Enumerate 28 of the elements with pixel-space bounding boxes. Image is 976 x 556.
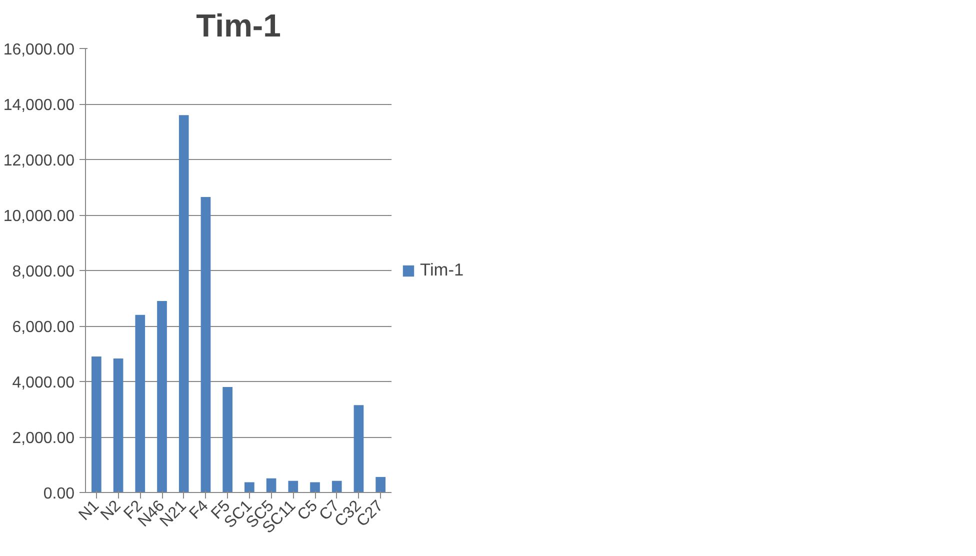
- bar: [222, 387, 232, 492]
- y-tick-label: 6,000.00: [12, 319, 75, 336]
- bar: [288, 480, 298, 492]
- x-tick-label: N2: [98, 497, 124, 524]
- bar: [354, 405, 364, 492]
- x-tick-label: C5: [294, 497, 322, 524]
- bar: [200, 196, 211, 492]
- chart-title: Tim-1: [196, 8, 281, 44]
- bar: [92, 356, 102, 492]
- bar: [266, 478, 276, 492]
- y-tick-label: 10,000.00: [3, 208, 75, 225]
- bar: [332, 480, 342, 492]
- bar: [244, 482, 254, 492]
- y-tick-label: 8,000.00: [12, 264, 75, 280]
- bar: [135, 314, 146, 492]
- x-tick-label: F4: [186, 497, 212, 523]
- bar: [113, 358, 124, 492]
- y-tick-label: 4,000.00: [12, 374, 75, 392]
- bar: [310, 482, 320, 492]
- y-tick-label: 16,000.00: [3, 42, 75, 58]
- bar: [157, 301, 167, 492]
- y-tick-label: 14,000.00: [3, 97, 75, 114]
- y-tick-label: 2,000.00: [12, 430, 75, 447]
- y-tick-label: 12,000.00: [3, 152, 75, 170]
- bar: [376, 476, 386, 492]
- bar: [178, 115, 189, 492]
- legend-label: Tim-1: [420, 260, 464, 280]
- y-tick-label: 0.00: [43, 486, 75, 502]
